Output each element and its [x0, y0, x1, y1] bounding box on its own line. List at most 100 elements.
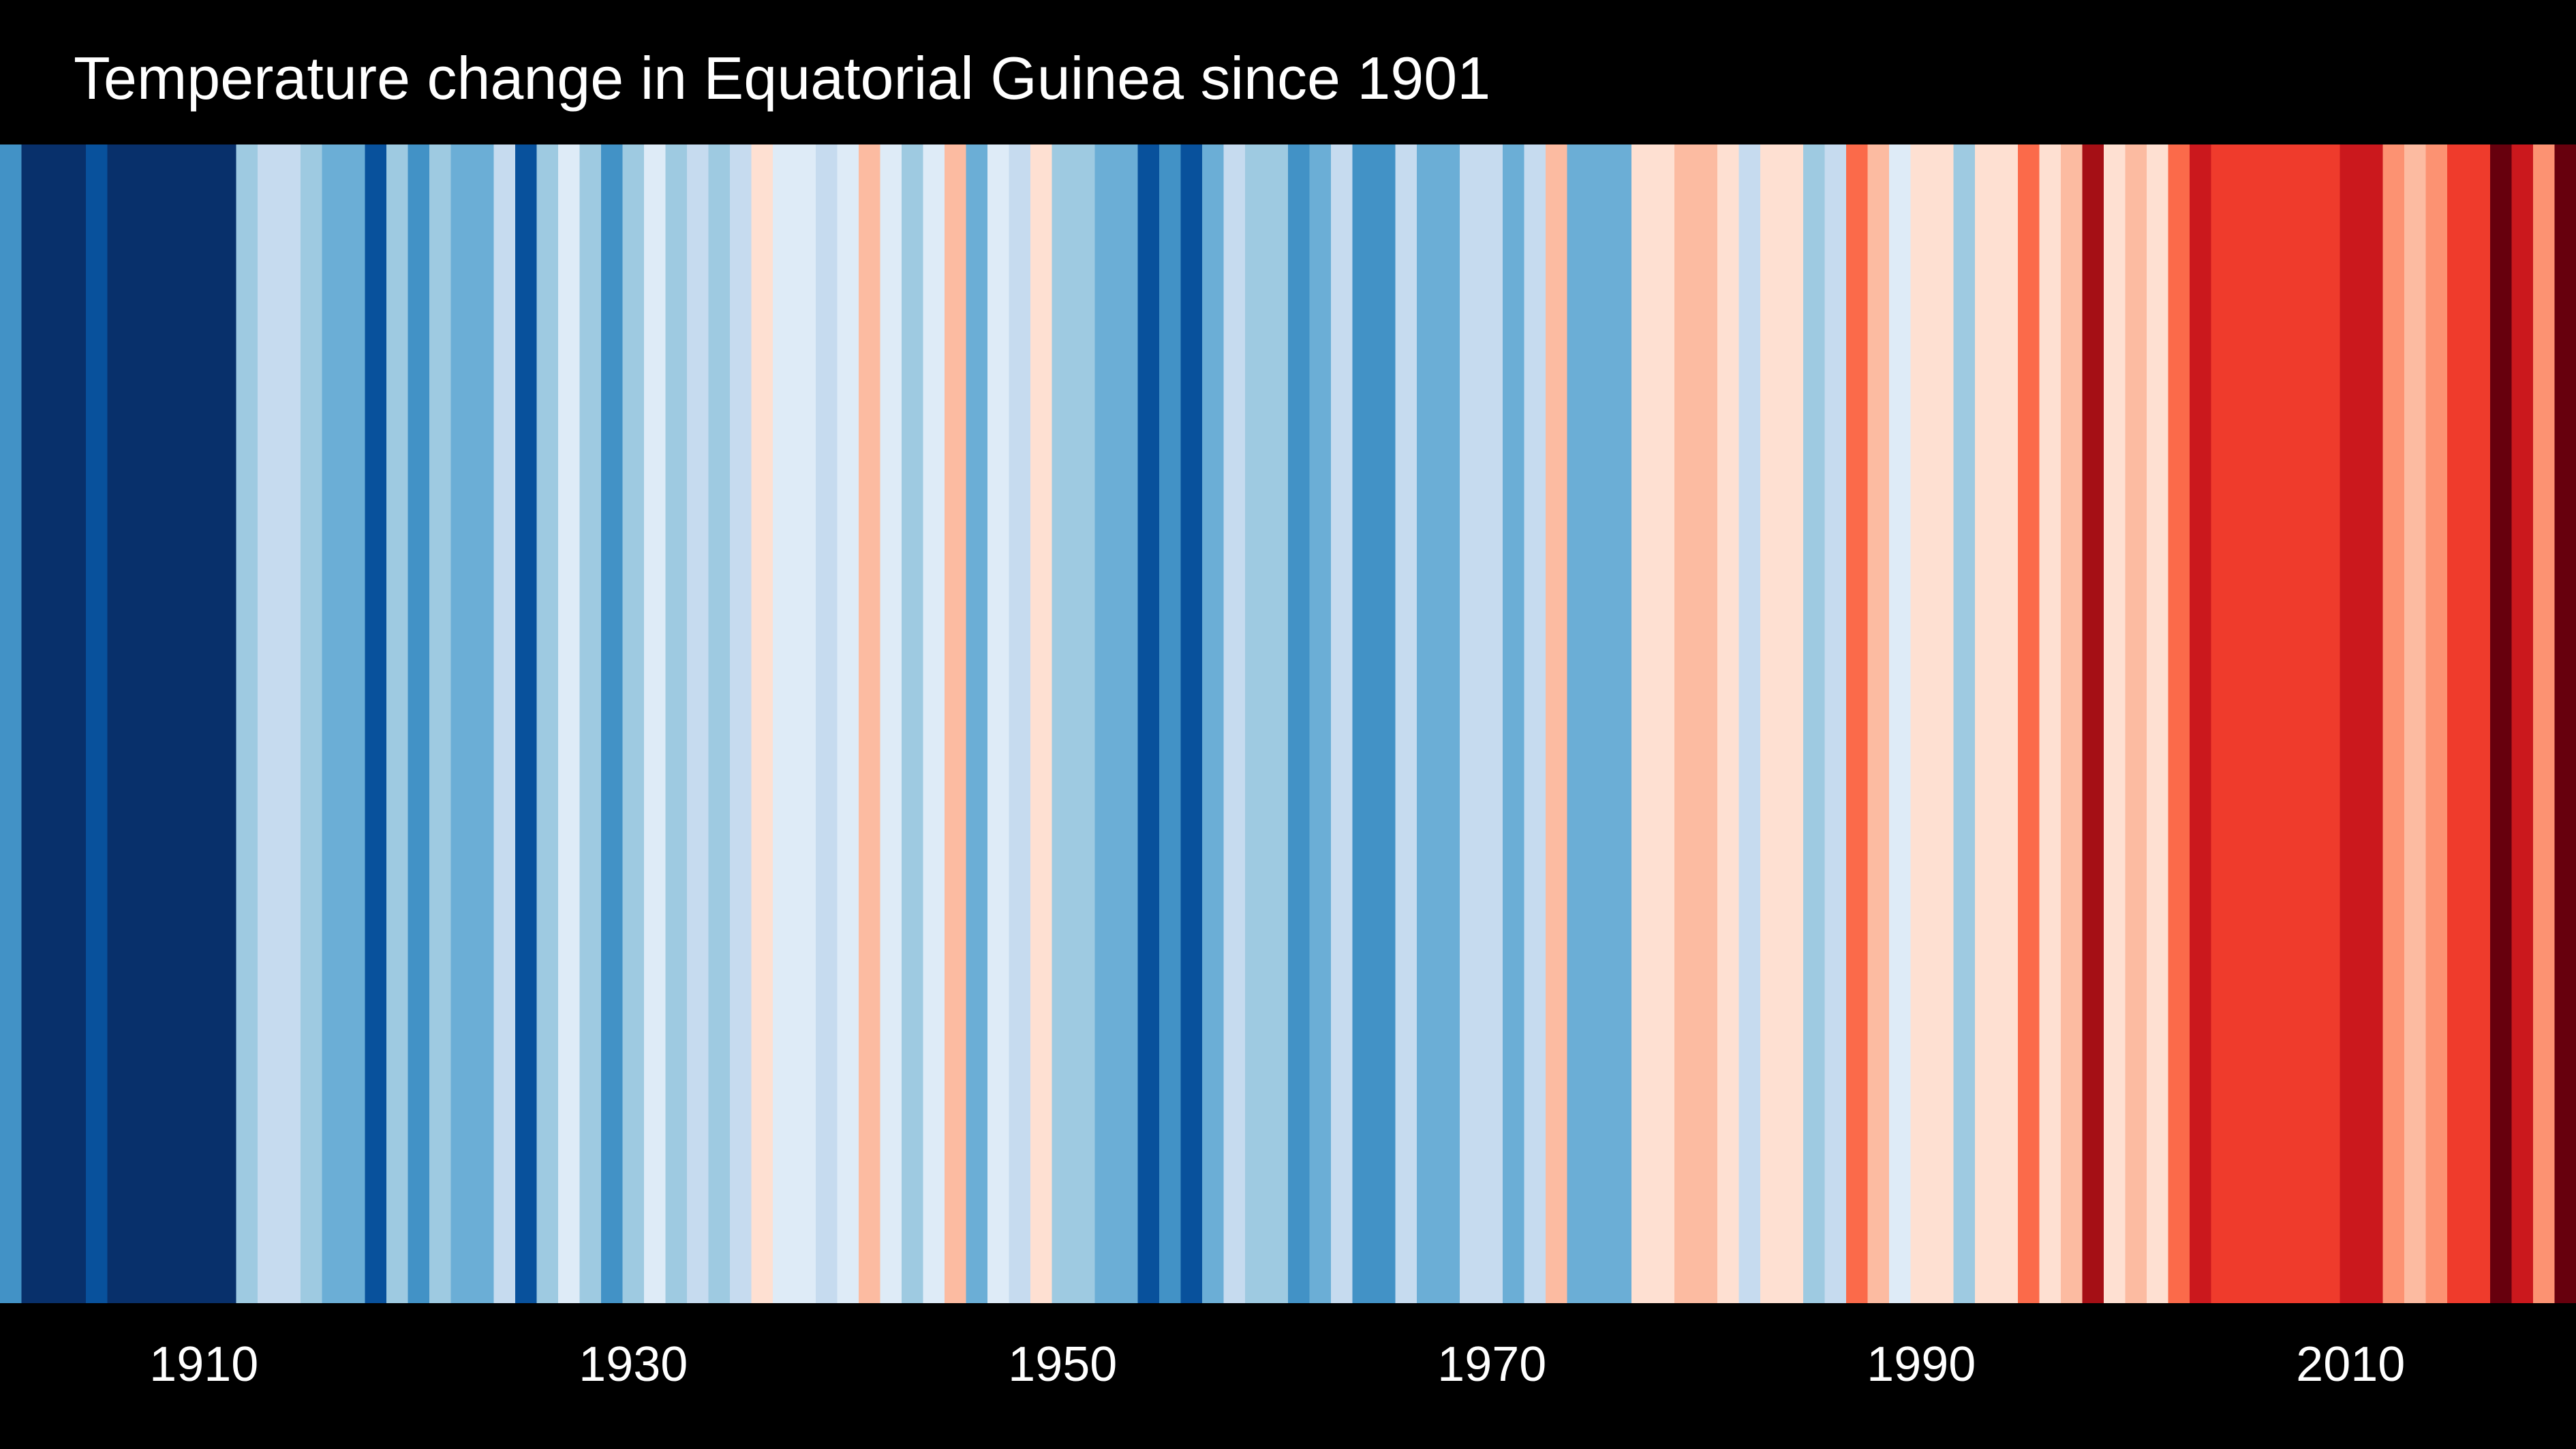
stripe	[2233, 144, 2255, 1303]
stripe	[1653, 144, 1675, 1303]
stripe	[1352, 144, 1375, 1303]
stripe	[2468, 144, 2491, 1303]
stripe	[2404, 144, 2427, 1303]
stripe	[1094, 144, 1117, 1303]
chart-title: Temperature change in Equatorial Guinea …	[74, 44, 1490, 112]
stripe	[2104, 144, 2126, 1303]
x-tick-label: 1950	[1008, 1337, 1117, 1392]
stripe	[837, 144, 859, 1303]
stripe	[2382, 144, 2405, 1303]
stripe	[493, 144, 516, 1303]
stripe	[1953, 144, 1976, 1303]
stripe	[2297, 144, 2319, 1303]
stripe	[1589, 144, 1611, 1303]
stripe	[579, 144, 602, 1303]
stripe	[1180, 144, 1203, 1303]
stripe	[1438, 144, 1460, 1303]
stripe	[172, 144, 194, 1303]
stripe	[1631, 144, 1654, 1303]
stripe	[2254, 144, 2276, 1303]
stripe	[2082, 144, 2104, 1303]
stripe	[258, 144, 280, 1303]
stripe	[1717, 144, 1740, 1303]
stripe	[1202, 144, 1225, 1303]
stripe	[1052, 144, 1074, 1303]
stripe	[2533, 144, 2556, 1303]
stripe	[429, 144, 452, 1303]
stripe	[2511, 144, 2534, 1303]
stripe	[1696, 144, 1718, 1303]
stripe	[923, 144, 945, 1303]
stripe	[1266, 144, 1289, 1303]
stripe	[1738, 144, 1761, 1303]
stripe	[687, 144, 709, 1303]
stripe	[1223, 144, 1246, 1303]
stripe	[966, 144, 988, 1303]
stripe	[665, 144, 688, 1303]
stripe	[1460, 144, 1482, 1303]
stripe	[1610, 144, 1632, 1303]
stripe	[2147, 144, 2169, 1303]
stripe	[2447, 144, 2470, 1303]
stripe	[1867, 144, 1890, 1303]
stripe	[2039, 144, 2061, 1303]
stripe	[1889, 144, 1912, 1303]
x-tick-label: 1910	[149, 1337, 258, 1392]
stripe	[1910, 144, 1933, 1303]
stripe	[2061, 144, 2083, 1303]
stripe	[107, 144, 129, 1303]
stripe	[1288, 144, 1310, 1303]
stripe	[2275, 144, 2298, 1303]
x-tick-label: 1990	[1867, 1337, 1976, 1392]
x-tick-label: 2010	[2296, 1337, 2405, 1392]
stripe	[1309, 144, 1332, 1303]
stripe	[1374, 144, 1396, 1303]
stripe	[1009, 144, 1031, 1303]
stripe	[150, 144, 172, 1303]
stripe	[472, 144, 495, 1303]
stripe	[279, 144, 301, 1303]
stripe	[1674, 144, 1697, 1303]
stripe	[730, 144, 752, 1303]
stripe	[622, 144, 645, 1303]
stripe	[515, 144, 538, 1303]
stripe	[2211, 144, 2233, 1303]
stripe	[43, 144, 65, 1303]
stripe	[558, 144, 581, 1303]
stripe	[2168, 144, 2190, 1303]
stripe	[859, 144, 881, 1303]
stripe	[129, 144, 151, 1303]
stripe	[1331, 144, 1353, 1303]
stripe	[1159, 144, 1182, 1303]
x-tick-label: 1930	[579, 1337, 688, 1392]
stripe	[236, 144, 258, 1303]
stripe	[1524, 144, 1546, 1303]
stripe	[2361, 144, 2384, 1303]
stripe	[386, 144, 409, 1303]
stripe	[1546, 144, 1568, 1303]
stripe	[1824, 144, 1847, 1303]
stripe	[2425, 144, 2448, 1303]
stripe	[64, 144, 87, 1303]
x-tick-label: 1970	[1437, 1337, 1546, 1392]
stripe	[708, 144, 731, 1303]
stripe	[2340, 144, 2362, 1303]
stripe	[1481, 144, 1503, 1303]
stripe	[1137, 144, 1160, 1303]
stripe	[0, 144, 22, 1303]
stripe	[2190, 144, 2212, 1303]
stripe	[1760, 144, 1783, 1303]
stripe	[902, 144, 924, 1303]
stripe	[1245, 144, 1268, 1303]
stripe	[86, 144, 108, 1303]
stripe	[1417, 144, 1439, 1303]
stripe	[945, 144, 967, 1303]
stripe	[794, 144, 816, 1303]
stripe	[1996, 144, 2019, 1303]
stripe	[1975, 144, 1997, 1303]
stripe	[1503, 144, 1525, 1303]
stripe	[1116, 144, 1139, 1303]
stripe	[644, 144, 666, 1303]
stripe	[1073, 144, 1096, 1303]
stripe	[1567, 144, 1589, 1303]
